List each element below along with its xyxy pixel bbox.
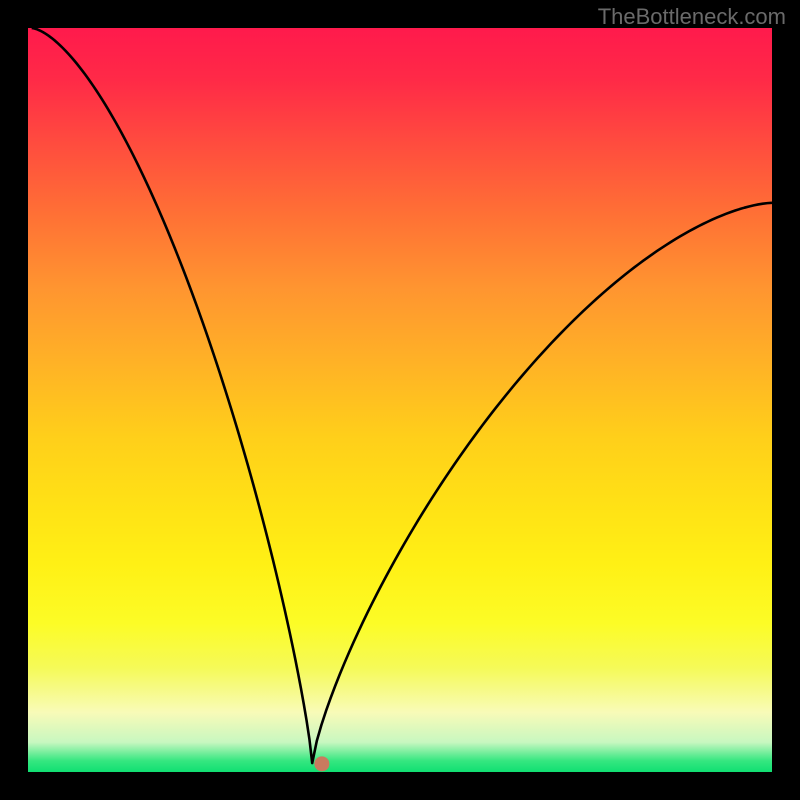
vertex-marker [314, 756, 329, 771]
chart-svg-layer [28, 28, 772, 772]
watermark-text: TheBottleneck.com [598, 4, 786, 30]
chart-frame: TheBottleneck.com [0, 0, 800, 800]
bottleneck-curve [32, 28, 772, 763]
plot-area [28, 28, 772, 772]
